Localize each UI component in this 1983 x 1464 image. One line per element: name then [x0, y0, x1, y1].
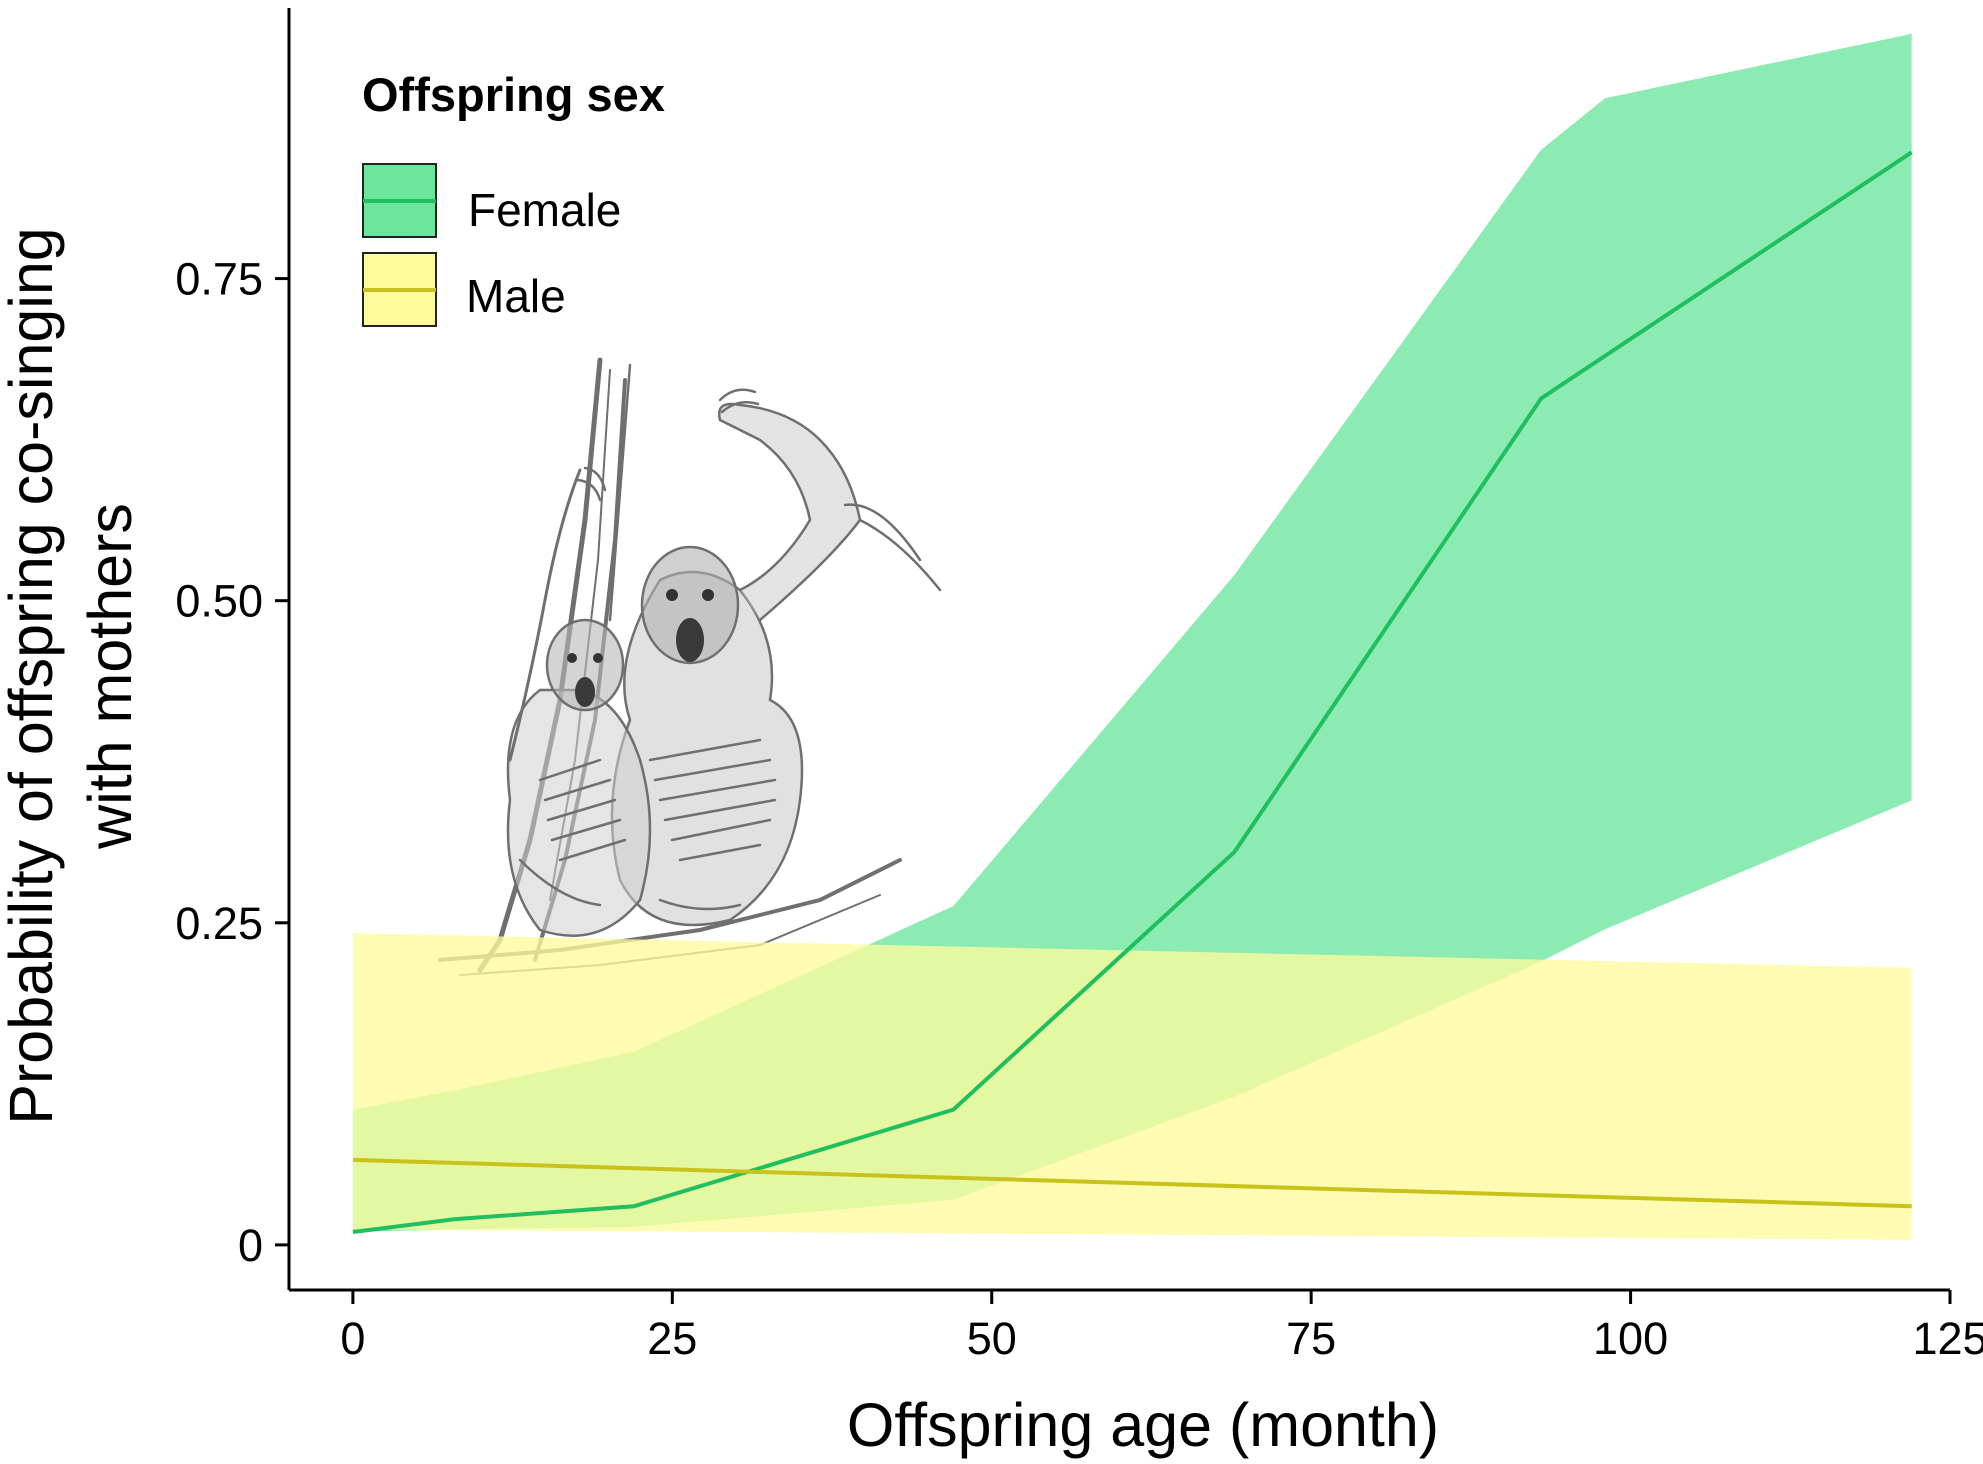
confidence-band-female: [352, 33, 1912, 1233]
legend-item-female: Female: [362, 163, 621, 238]
x-tick-label: 75: [1286, 1313, 1336, 1364]
legend-label-female: Female: [468, 184, 621, 236]
y-axis-title-line-2: with mothers: [76, 503, 144, 850]
legend-title: Offspring sex: [362, 68, 665, 121]
gibbon-illustration: [438, 357, 942, 976]
y-tick-label: 0.25: [175, 898, 263, 949]
legend-item-male: Male: [362, 252, 566, 327]
series-line-female: [352, 150, 1913, 1235]
confidence-band-male: [352, 933, 1912, 1240]
legend-label-male: Male: [466, 270, 566, 322]
x-tick-label: 50: [967, 1313, 1017, 1364]
x-tick-label: 0: [340, 1313, 365, 1364]
series-lines: [352, 150, 1913, 1235]
x-axis-title: Offspring age (month): [847, 1391, 1439, 1459]
legend: Offspring sex Female Male: [362, 68, 665, 327]
series-line-male: [352, 1157, 1912, 1209]
y-axis-ticks: 0 0.25 0.50 0.75: [175, 254, 289, 1271]
y-tick-label: 0.75: [175, 254, 263, 305]
y-tick-label: 0: [238, 1220, 263, 1271]
y-tick-label: 0.50: [175, 576, 263, 627]
x-tick-label: 25: [647, 1313, 697, 1364]
x-tick-label: 100: [1593, 1313, 1668, 1364]
y-axis-title-line-1: Probability of offspring co-singing: [0, 227, 65, 1124]
x-tick-label: 125: [1912, 1313, 1983, 1364]
x-axis-ticks: 0 25 50 75 100 125: [340, 1290, 1983, 1364]
confidence-bands: [352, 33, 1912, 1240]
